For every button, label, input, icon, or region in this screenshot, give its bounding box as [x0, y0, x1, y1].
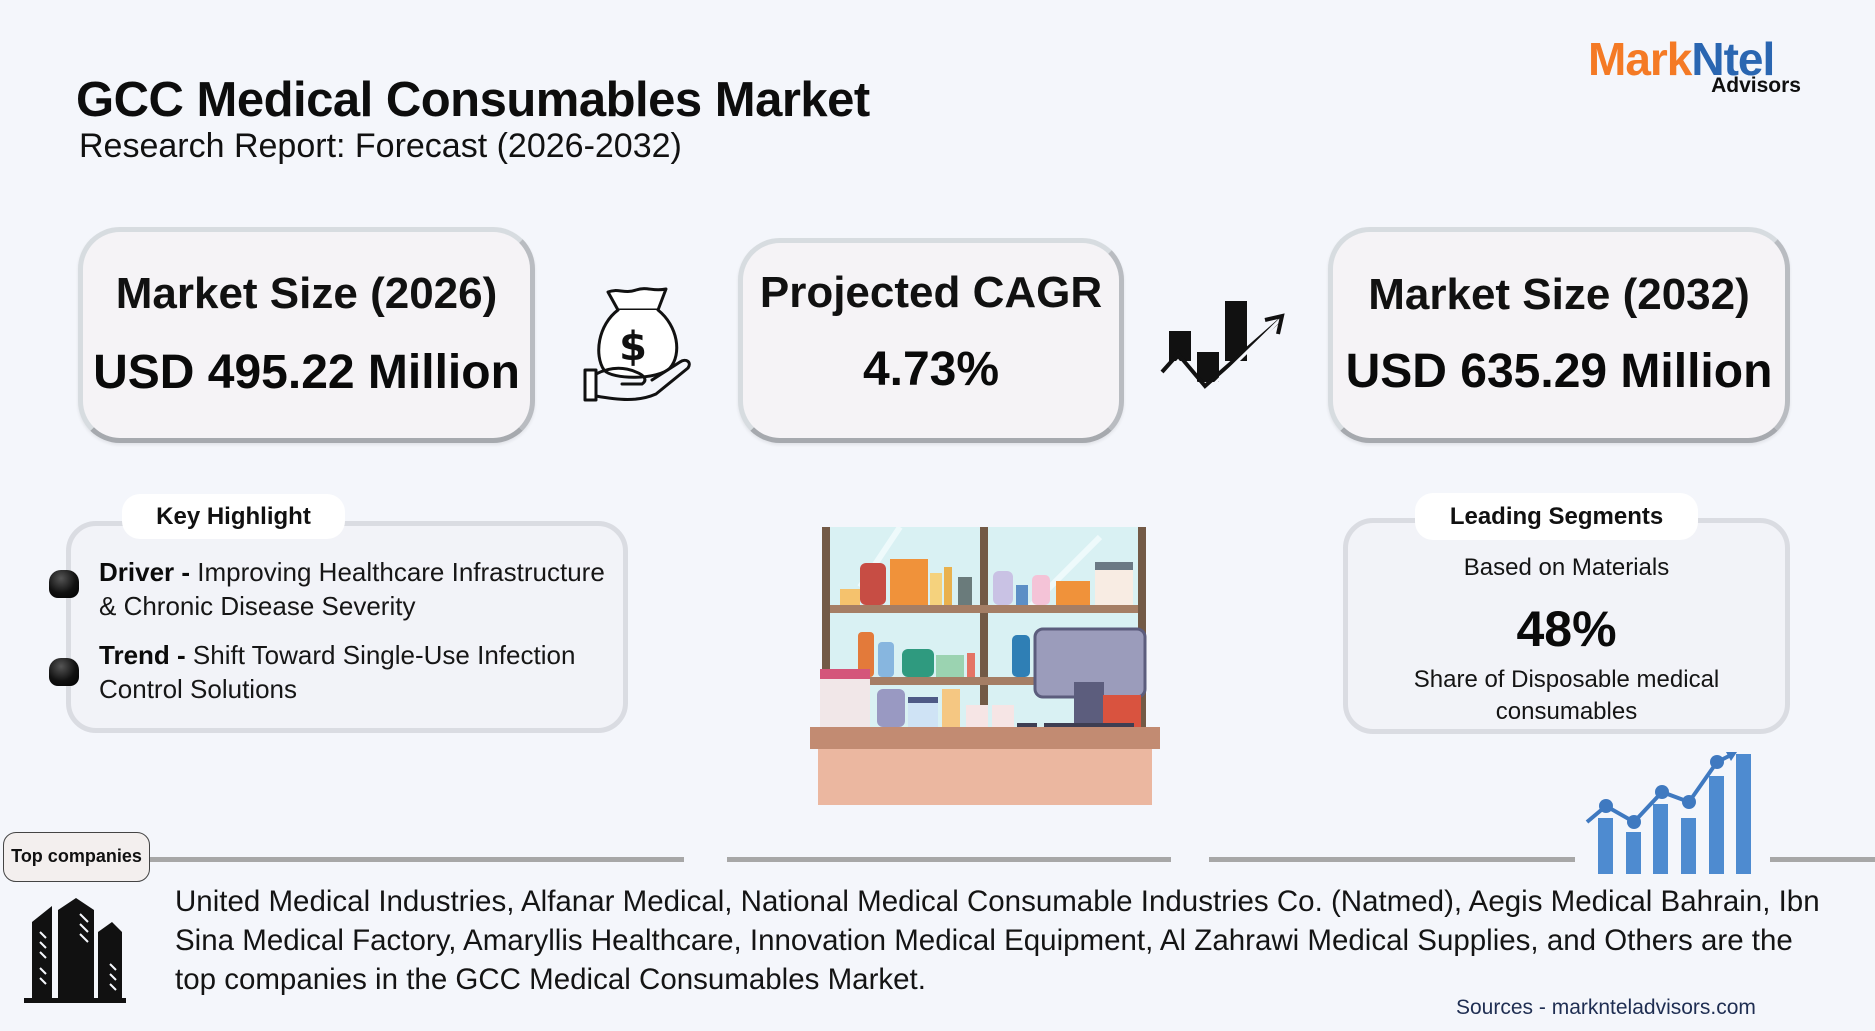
- projected-cagr-card: Projected CAGR 4.73%: [738, 238, 1124, 443]
- pharmacy-counter-illustration: [800, 525, 1168, 805]
- page-subtitle: Research Report: Forecast (2026-2032): [79, 127, 682, 165]
- marknetel-logo: MarkNtel Advisors: [1588, 36, 1803, 100]
- logo-tagline: Advisors: [1711, 74, 1801, 97]
- stat-label: Market Size (2026): [115, 269, 498, 318]
- highlight-label: Trend -: [99, 640, 186, 670]
- money-bag-in-hand-icon: $: [578, 280, 696, 405]
- logo-ntel-part: Ntel: [1691, 33, 1775, 85]
- page-title: GCC Medical Consumables Market: [76, 73, 870, 127]
- key-highlight-title: Key Highlight: [122, 494, 345, 539]
- logo-wordmark: MarkNtel: [1588, 33, 1775, 85]
- segment-description: Share of Disposable medical consumables: [1413, 666, 1720, 725]
- svg-text:$: $: [619, 324, 647, 370]
- segment-share-value: 48%: [1516, 601, 1617, 657]
- section-divider: [149, 857, 684, 862]
- section-divider: [1770, 857, 1875, 862]
- bullet-icon: [49, 658, 79, 686]
- top-companies-label: Top companies: [3, 832, 150, 882]
- highlight-text: Improving Healthcare Infrastructure & Ch…: [99, 557, 605, 621]
- market-size-2032-card: Market Size (2032) USD 635.29 Million: [1328, 227, 1790, 443]
- rising-bar-chart-icon: [1585, 752, 1757, 874]
- logo-mark-part: Mark: [1588, 33, 1692, 85]
- stat-label: Projected CAGR: [759, 268, 1103, 317]
- office-buildings-icon: [18, 898, 130, 1004]
- stat-label: Market Size (2032): [1368, 270, 1750, 319]
- trend-highlight: Trend - Shift Toward Single-Use Infectio…: [99, 638, 624, 706]
- leading-segments-box: [1343, 518, 1790, 734]
- segment-basis: Based on Materials: [1463, 554, 1670, 581]
- section-divider: [727, 857, 1171, 862]
- market-size-2026-card: Market Size (2026) USD 495.22 Million: [78, 227, 535, 443]
- stat-value: USD 635.29 Million: [1345, 345, 1773, 398]
- stat-value: 4.73%: [862, 343, 1000, 396]
- highlight-label: Driver -: [99, 557, 191, 587]
- highlight-text: Shift Toward Single-Use Infection Contro…: [99, 640, 576, 704]
- growth-bar-arrow-icon: [1160, 296, 1292, 396]
- section-divider: [1209, 857, 1575, 862]
- stat-value: USD 495.22 Million: [93, 346, 520, 399]
- top-companies-text: United Medical Industries, Alfanar Medic…: [175, 885, 1820, 996]
- sources-link[interactable]: Sources - marknteladvisors.com: [1456, 996, 1756, 1019]
- leading-segments-title: Leading Segments: [1415, 493, 1698, 540]
- bullet-icon: [49, 570, 79, 598]
- driver-highlight: Driver - Improving Healthcare Infrastruc…: [99, 555, 624, 623]
- key-highlight-box: [66, 521, 628, 733]
